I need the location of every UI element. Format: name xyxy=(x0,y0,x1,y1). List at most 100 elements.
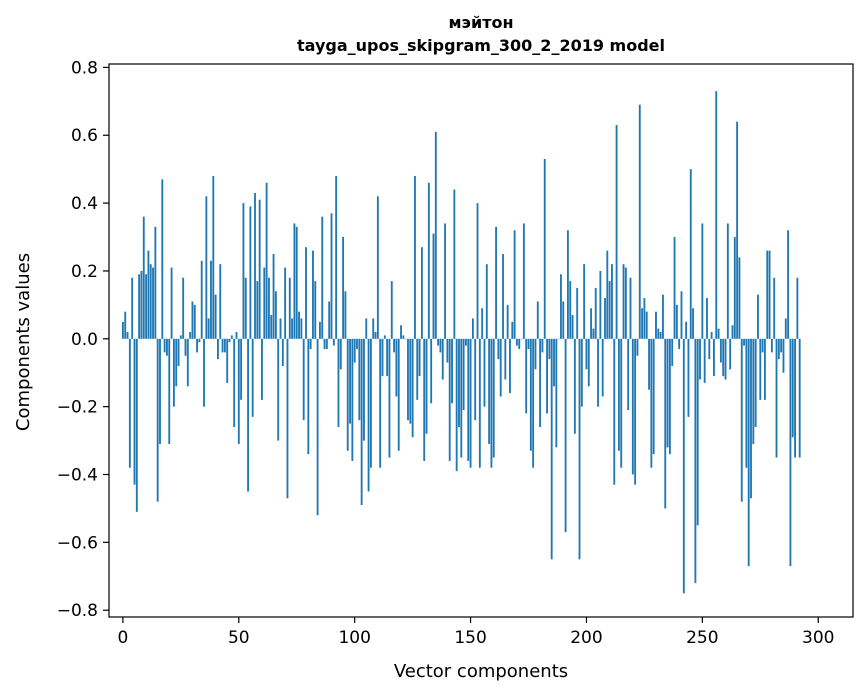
bar xyxy=(300,318,302,338)
bar xyxy=(212,176,214,339)
x-tick-label: 300 xyxy=(802,628,834,648)
bar xyxy=(407,339,409,420)
bar xyxy=(423,339,425,461)
bar xyxy=(514,230,516,339)
bar xyxy=(697,339,699,526)
bar xyxy=(433,234,435,339)
bar xyxy=(623,264,625,339)
bar xyxy=(616,125,618,339)
bar xyxy=(143,217,145,339)
bar xyxy=(354,339,356,363)
bar xyxy=(147,251,149,339)
bar xyxy=(303,339,305,420)
bar xyxy=(711,332,713,339)
bar xyxy=(750,339,752,498)
bar xyxy=(583,264,585,339)
bar xyxy=(203,339,205,407)
bar xyxy=(375,332,377,339)
bar xyxy=(764,339,766,400)
bar xyxy=(331,213,333,339)
bar xyxy=(224,339,226,353)
bar xyxy=(449,339,451,461)
bar xyxy=(361,339,363,505)
bar xyxy=(620,339,622,468)
bar xyxy=(511,322,513,339)
bar xyxy=(386,339,388,376)
bar xyxy=(569,281,571,339)
bar xyxy=(273,254,275,339)
bar xyxy=(497,339,499,359)
bar xyxy=(618,339,620,451)
bar xyxy=(465,339,467,346)
bar xyxy=(456,339,458,471)
bar xyxy=(586,339,588,370)
bar xyxy=(553,339,555,387)
bar xyxy=(713,339,715,376)
bar xyxy=(219,264,221,339)
bar xyxy=(171,268,173,339)
bar xyxy=(263,268,265,339)
bar xyxy=(706,298,708,339)
bar xyxy=(546,339,548,414)
bar xyxy=(722,339,724,376)
bar xyxy=(630,278,632,339)
bar xyxy=(643,298,645,339)
bar xyxy=(444,223,446,338)
bar xyxy=(681,291,683,339)
bar xyxy=(488,339,490,444)
bar xyxy=(692,308,694,339)
bar xyxy=(755,339,757,427)
bar xyxy=(317,339,319,515)
bar xyxy=(402,335,404,338)
bar xyxy=(340,339,342,370)
y-tick-label: −0.8 xyxy=(57,601,98,621)
bar xyxy=(416,339,418,400)
y-tick-label: −0.6 xyxy=(57,533,98,553)
bar xyxy=(398,339,400,451)
bar xyxy=(245,278,247,339)
x-tick-label: 100 xyxy=(338,628,370,648)
bar xyxy=(518,339,520,349)
bar xyxy=(572,315,574,339)
bar xyxy=(208,318,210,338)
bar xyxy=(173,339,175,407)
bar xyxy=(451,339,453,403)
bar xyxy=(759,339,761,400)
bar xyxy=(187,339,189,387)
bar xyxy=(217,339,219,359)
bar xyxy=(639,105,641,339)
bar xyxy=(372,318,374,338)
bar xyxy=(606,251,608,339)
bar xyxy=(307,339,309,454)
bar xyxy=(189,332,191,339)
bar xyxy=(532,339,534,468)
chart-title-line1: мэйтон xyxy=(448,13,513,32)
bar xyxy=(708,339,710,359)
bar xyxy=(650,339,652,468)
bar xyxy=(319,322,321,339)
bar xyxy=(236,332,238,339)
bar xyxy=(222,339,224,353)
bar xyxy=(249,206,251,338)
bar xyxy=(164,339,166,353)
bar xyxy=(611,264,613,339)
bar xyxy=(662,295,664,339)
bar xyxy=(676,305,678,339)
bar xyxy=(609,281,611,339)
y-tick-label: 0.0 xyxy=(71,330,98,350)
bar xyxy=(743,339,745,346)
bar xyxy=(752,339,754,444)
bar xyxy=(669,339,671,454)
bar xyxy=(732,325,734,339)
bar xyxy=(718,329,720,339)
bar xyxy=(233,339,235,427)
bar xyxy=(599,271,601,339)
bar xyxy=(729,339,731,370)
bar xyxy=(507,305,509,339)
bar xyxy=(678,339,680,349)
bar xyxy=(562,301,564,338)
bar xyxy=(196,339,198,353)
bar xyxy=(604,298,606,339)
bar xyxy=(701,223,703,338)
